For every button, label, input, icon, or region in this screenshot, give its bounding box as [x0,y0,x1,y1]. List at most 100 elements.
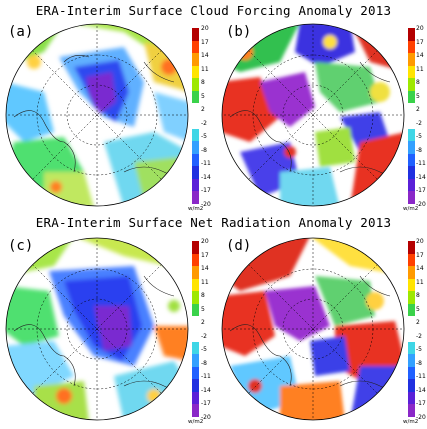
colorbar-d [408,241,415,418]
graticule-c [6,238,188,420]
colorbar-tick-label: -20 [201,201,211,208]
colorbar-segment [192,366,199,380]
colorbar-segment [192,191,199,205]
colorbar-tick-label: 5 [201,92,205,100]
colorbar-ticks-b: 20 17 14 11 8 5 2 -2 -5 -8 -11 -14 -17 -20 [416,25,427,208]
graticule-b [222,24,404,206]
colorbar-tick-label: -2 [416,119,422,127]
colorbar-tick-label: -17 [201,400,211,408]
colorbar-segment [192,128,199,142]
colorbar-tick-label: -8 [201,146,207,154]
colorbar-segment [408,103,415,117]
colorbar-segment [192,341,199,355]
colorbar-tick-label: 2 [416,319,420,327]
colorbar-tick-label: 17 [201,251,209,259]
colorbar-tick-label: 20 [201,25,209,32]
colorbar-segment [192,103,199,117]
colorbar-segment [408,354,415,368]
colorbar-tick-label: 5 [201,305,205,313]
colorbar-tick-label: 14 [416,265,424,273]
colorbar-segment [192,253,199,267]
colorbar-tick-label: -20 [416,414,426,421]
coastlines-a [13,55,188,176]
map-panel-c: (c) [4,236,190,422]
colorbar-segment [192,65,199,79]
colorbar-tick-label: -5 [201,133,207,141]
colorbar-ticks-c: 20 17 14 11 8 5 2 -2 -5 -8 -11 -14 -17 -20 [201,238,221,421]
colorbar-segment [192,266,199,280]
colorbar-segment [408,366,415,380]
colorbar-tick-label: 2 [416,106,420,114]
colorbar-segment [408,329,415,343]
colorbar-segment [192,291,199,305]
colorbar-tick-label: -5 [201,346,207,354]
colorbar-tick-label: -11 [201,160,211,168]
colorbar-tick-label: -8 [416,359,422,367]
colorbar-tick-label: 2 [201,319,205,327]
colorbar-segment [408,278,415,292]
colorbar-tick-label: -11 [416,373,426,381]
colorbar-unit-b: w/m2 [403,206,419,212]
colorbar-tick-label: 20 [416,238,424,245]
colorbar-segment [408,28,415,42]
colorbar-tick-label: -8 [416,146,422,154]
colorbar-tick-label: 5 [416,305,420,313]
colorbar-segment [192,153,199,167]
colorbar-segment [192,141,199,155]
colorbar-tick-label: 17 [201,38,209,46]
colorbar-tick-label: 14 [201,265,209,273]
colorbar-tick-label: -20 [201,414,211,421]
colorbar-tick-label: -17 [416,400,426,408]
colorbar-segment [192,379,199,393]
colorbar-segment [408,266,415,280]
colorbar-tick-label: 20 [201,238,209,245]
colorbar-segment [408,241,415,255]
colorbar-segment [408,253,415,267]
colorbar-tick-label: 17 [416,251,424,259]
colorbar-segment [408,379,415,393]
colorbar-segment [408,78,415,92]
colorbar-segment [408,191,415,205]
colorbar-segment [192,278,199,292]
colorbar-segment [408,291,415,305]
colorbar-tick-label: 11 [201,278,209,286]
colorbar-segment [192,241,199,255]
colorbar-segment [192,40,199,54]
panel-label-a: (a) [8,24,34,40]
map-panel-b: (b) [220,22,406,208]
colorbar-segment [192,53,199,67]
colorbar-segment [192,90,199,104]
colorbar-tick-label: -2 [416,332,422,340]
colorbar-tick-label: 8 [416,79,420,87]
colorbar-segment [408,303,415,317]
colorbar-segment [192,303,199,317]
colorbar-tick-label: 2 [201,106,205,114]
colorbar-segment [192,78,199,92]
colorbar-tick-label: -2 [201,119,207,127]
colorbar-tick-label: 5 [416,92,420,100]
colorbar-tick-label: -11 [201,373,211,381]
colorbar-segment [408,341,415,355]
colorbar-tick-label: -14 [416,386,426,394]
graticule-d [222,238,404,420]
colorbar-segment [192,166,199,180]
colorbar-unit-c: w/m2 [188,419,204,425]
colorbar-segment [408,128,415,142]
colorbar-tick-label: 14 [416,52,424,60]
colorbar-segment [408,391,415,405]
map-panel-d: (d) [220,236,406,422]
colorbar-tick-label: -20 [416,201,426,208]
colorbar-segment [408,178,415,192]
colorbar-tick-label: -11 [416,160,426,168]
colorbar-segment [408,40,415,54]
colorbar-segment [192,116,199,130]
colorbar-c [192,241,199,418]
colorbar-tick-label: 20 [416,25,424,32]
colorbar-segment [192,391,199,405]
colorbar-segment [192,178,199,192]
colorbar-tick-label: -2 [201,332,207,340]
colorbar-segment [408,53,415,67]
colorbar-ticks-d: 20 17 14 11 8 5 2 -2 -5 -8 -11 -14 -17 -20 [416,238,427,421]
map-panel-a: (a) [4,22,190,208]
title-net-radiation: ERA-Interim Surface Net Radiation Anomal… [35,215,392,230]
